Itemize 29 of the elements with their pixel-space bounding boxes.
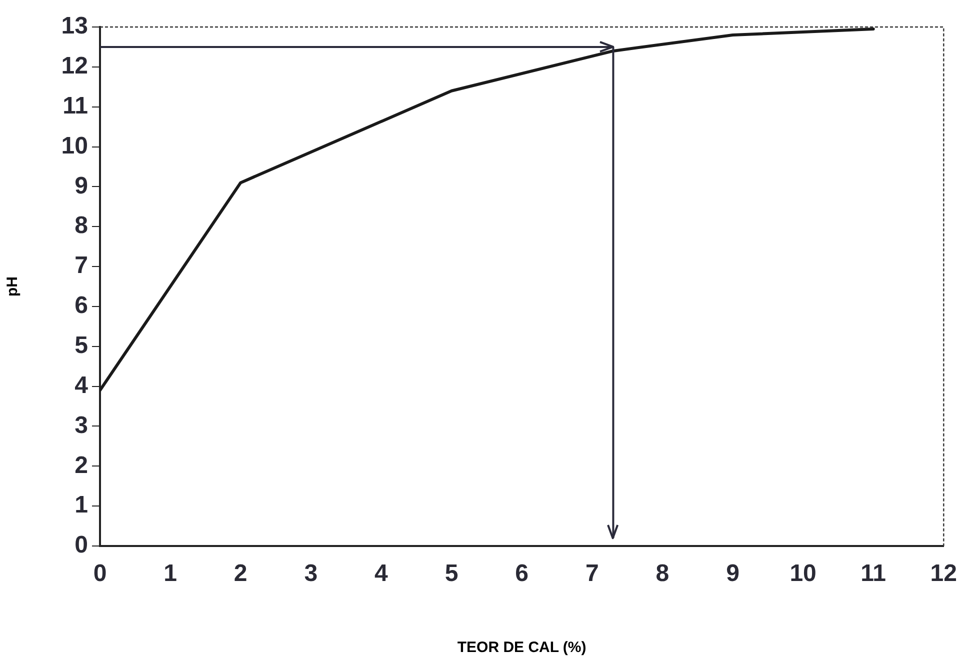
- x-tick-label: 11: [860, 560, 886, 588]
- y-tick-label: 7: [74, 252, 88, 280]
- x-tick-label: 2: [234, 560, 248, 588]
- x-axis-title: TEOR DE CAL (%): [457, 639, 586, 656]
- x-tick-label: 8: [656, 560, 670, 588]
- x-tick-label: 7: [585, 560, 599, 588]
- y-tick-label: 2: [74, 452, 88, 479]
- y-tick-label: 11: [62, 92, 88, 120]
- x-tick-label: 0: [93, 560, 107, 588]
- x-tick-label: 9: [726, 560, 740, 588]
- y-tick-label: 9: [74, 172, 88, 200]
- y-tick-label: 0: [74, 532, 88, 559]
- y-tick-label: 5: [74, 332, 88, 360]
- y-tick-label: 13: [61, 12, 88, 40]
- y-tick-label: 1: [74, 492, 88, 519]
- x-tick-label: 1: [164, 560, 177, 588]
- x-tick-label: 6: [515, 560, 529, 588]
- y-axis-title: pH: [4, 276, 22, 296]
- x-tick-label: 4: [374, 560, 389, 588]
- y-tick-label: 12: [61, 52, 88, 80]
- x-tick-label: 12: [930, 560, 958, 588]
- y-tick-label: 8: [74, 212, 88, 240]
- x-tick-label: 10: [790, 560, 816, 588]
- x-tick-label: 5: [444, 560, 458, 588]
- x-tick-label: 3: [304, 560, 318, 588]
- y-tick-label: 3: [74, 412, 88, 439]
- y-tick-label: 10: [61, 132, 88, 160]
- y-tick-label: 6: [74, 292, 88, 320]
- y-tick-label: 4: [74, 372, 89, 399]
